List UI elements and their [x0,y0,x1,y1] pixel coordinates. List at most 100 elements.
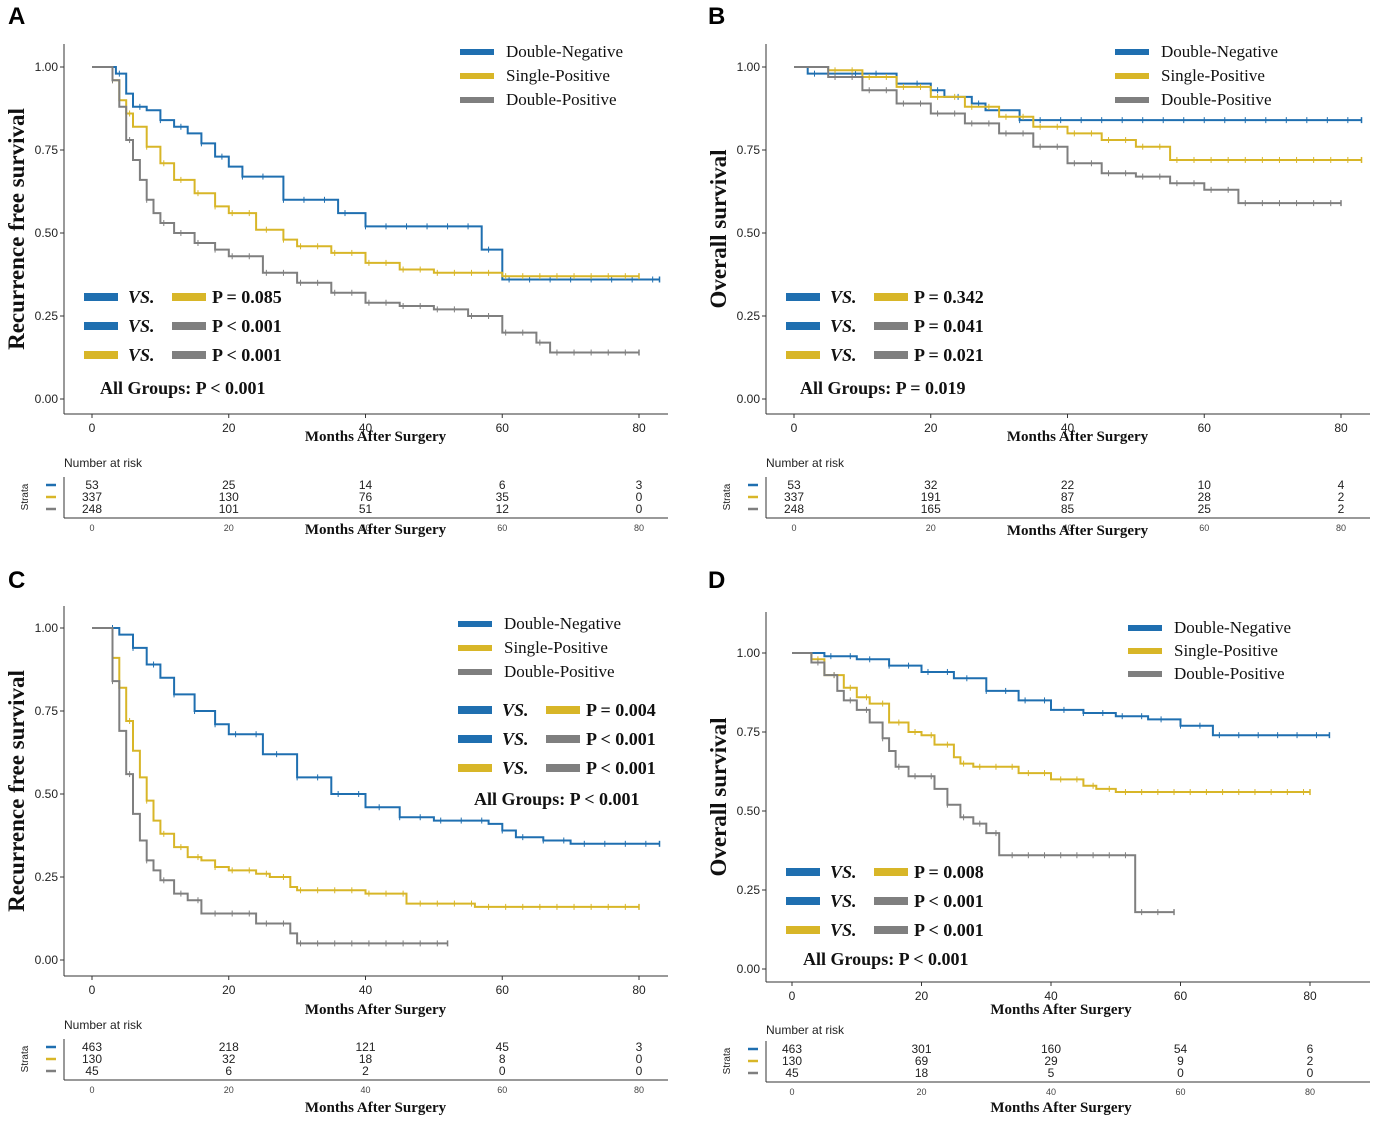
y-tick-label: 0.00 [737,962,761,976]
legend-label: Single-Positive [1174,641,1278,660]
panel-letter: A [8,3,25,30]
risk-cell: 51 [359,502,373,516]
risk-cell: 6 [1307,1042,1314,1056]
pair-swatch-a [786,293,820,301]
x-tick-label: 80 [1334,421,1348,435]
risk-cell: 76 [359,490,373,504]
x-tick-label: 80 [632,983,646,997]
legend-label: Double-Negative [1174,618,1291,637]
y-tick-label: 0.75 [737,725,761,739]
risk-x-axis-label: Months After Surgery [1007,523,1149,539]
risk-cell: 3 [636,1040,643,1054]
risk-strata-label: Strata [20,483,31,510]
risk-cell: 85 [1061,502,1075,516]
legend-swatch [1115,49,1149,55]
pair-p-value: P = 0.008 [914,862,984,882]
risk-cell: 9 [1177,1054,1184,1068]
risk-cell: 101 [219,502,239,516]
x-tick-label: 80 [1303,989,1317,1003]
risk-cell: 4 [1338,478,1345,492]
risk-cell: 2 [1338,502,1345,516]
legend-label: Double-Positive [506,90,617,109]
pair-swatch-b [546,706,580,714]
risk-tick-label: 40 [360,1085,370,1095]
risk-cell: 14 [359,478,373,492]
pair-swatch-b [874,868,908,876]
risk-cell: 22 [1061,478,1075,492]
risk-tick-label: 20 [224,1085,234,1095]
y-tick-label: 0.25 [737,883,761,897]
x-tick-label: 20 [915,989,929,1003]
risk-tick-label: 0 [791,523,796,533]
x-tick-label: 80 [632,421,646,435]
x-tick-label: 40 [1044,989,1058,1003]
y-tick-label: 0.75 [35,143,59,157]
km-curve-single-positive [92,627,639,908]
legend-swatch [1128,671,1162,677]
pair-swatch-a [786,897,820,905]
risk-cell: 337 [784,490,804,504]
x-tick-label: 20 [222,983,236,997]
risk-cell: 0 [499,1064,506,1078]
x-tick-label: 0 [789,989,796,1003]
risk-tick-label: 80 [1305,1087,1315,1097]
pair-swatch-a [786,322,820,330]
all-groups-p-value: All Groups: P < 0.001 [803,949,968,969]
legend-swatch [458,621,492,627]
legend-label: Single-Positive [506,66,610,85]
pair-p-value: P = 0.041 [914,316,984,336]
risk-strata-label: Strata [722,483,733,510]
risk-cell: 32 [222,1052,236,1066]
risk-cell: 69 [915,1054,929,1068]
y-tick-label: 0.25 [35,870,59,884]
pair-p-value: P = 0.085 [212,287,282,307]
risk-cell: 463 [782,1042,802,1056]
pair-p-value: P = 0.021 [914,345,984,365]
risk-cell: 45 [496,1040,510,1054]
pair-swatch-a [458,706,492,714]
pair-swatch-a [84,351,118,359]
risk-x-axis-label: Months After Surgery [990,1100,1132,1116]
pair-vs-label: VS. [502,758,529,778]
risk-cell: 130 [219,490,239,504]
pair-vs-label: VS. [128,287,155,307]
km-curve-double-positive [92,66,639,354]
km-curve-double-negative [794,66,1362,122]
risk-cell: 32 [924,478,938,492]
legend-swatch [1115,73,1149,79]
risk-table-title: Number at risk [766,456,845,470]
pair-vs-label: VS. [830,287,857,307]
risk-cell: 0 [1307,1066,1314,1080]
risk-tick-label: 60 [497,523,507,533]
risk-table-title: Number at risk [64,456,143,470]
legend-label: Double-Negative [506,42,623,61]
pair-vs-label: VS. [830,862,857,882]
pair-vs-label: VS. [830,891,857,911]
y-axis-label: Recurrence free survival [4,670,29,912]
risk-tick-label: 60 [1175,1087,1185,1097]
risk-cell: 301 [911,1042,931,1056]
pair-p-value: P = 0.004 [586,700,656,720]
risk-table-title: Number at risk [64,1018,143,1032]
risk-tick-label: 40 [360,523,370,533]
y-axis-label: Recurrence free survival [4,108,29,350]
legend-label: Single-Positive [1161,66,1265,85]
x-tick-label: 60 [496,421,510,435]
y-tick-label: 0.00 [737,392,761,406]
km-curve-double-negative [792,652,1330,737]
pair-swatch-b [874,322,908,330]
pair-swatch-b [874,293,908,301]
y-tick-label: 0.00 [35,953,59,967]
y-tick-label: 0.75 [35,704,59,718]
legend-swatch [460,73,494,79]
risk-cell: 54 [1174,1042,1188,1056]
risk-cell: 248 [82,502,102,516]
risk-tick-label: 40 [1062,523,1072,533]
pair-vs-label: VS. [830,316,857,336]
y-tick-label: 0.50 [35,226,59,240]
risk-cell: 218 [219,1040,239,1054]
km-curve-double-negative [92,66,660,281]
